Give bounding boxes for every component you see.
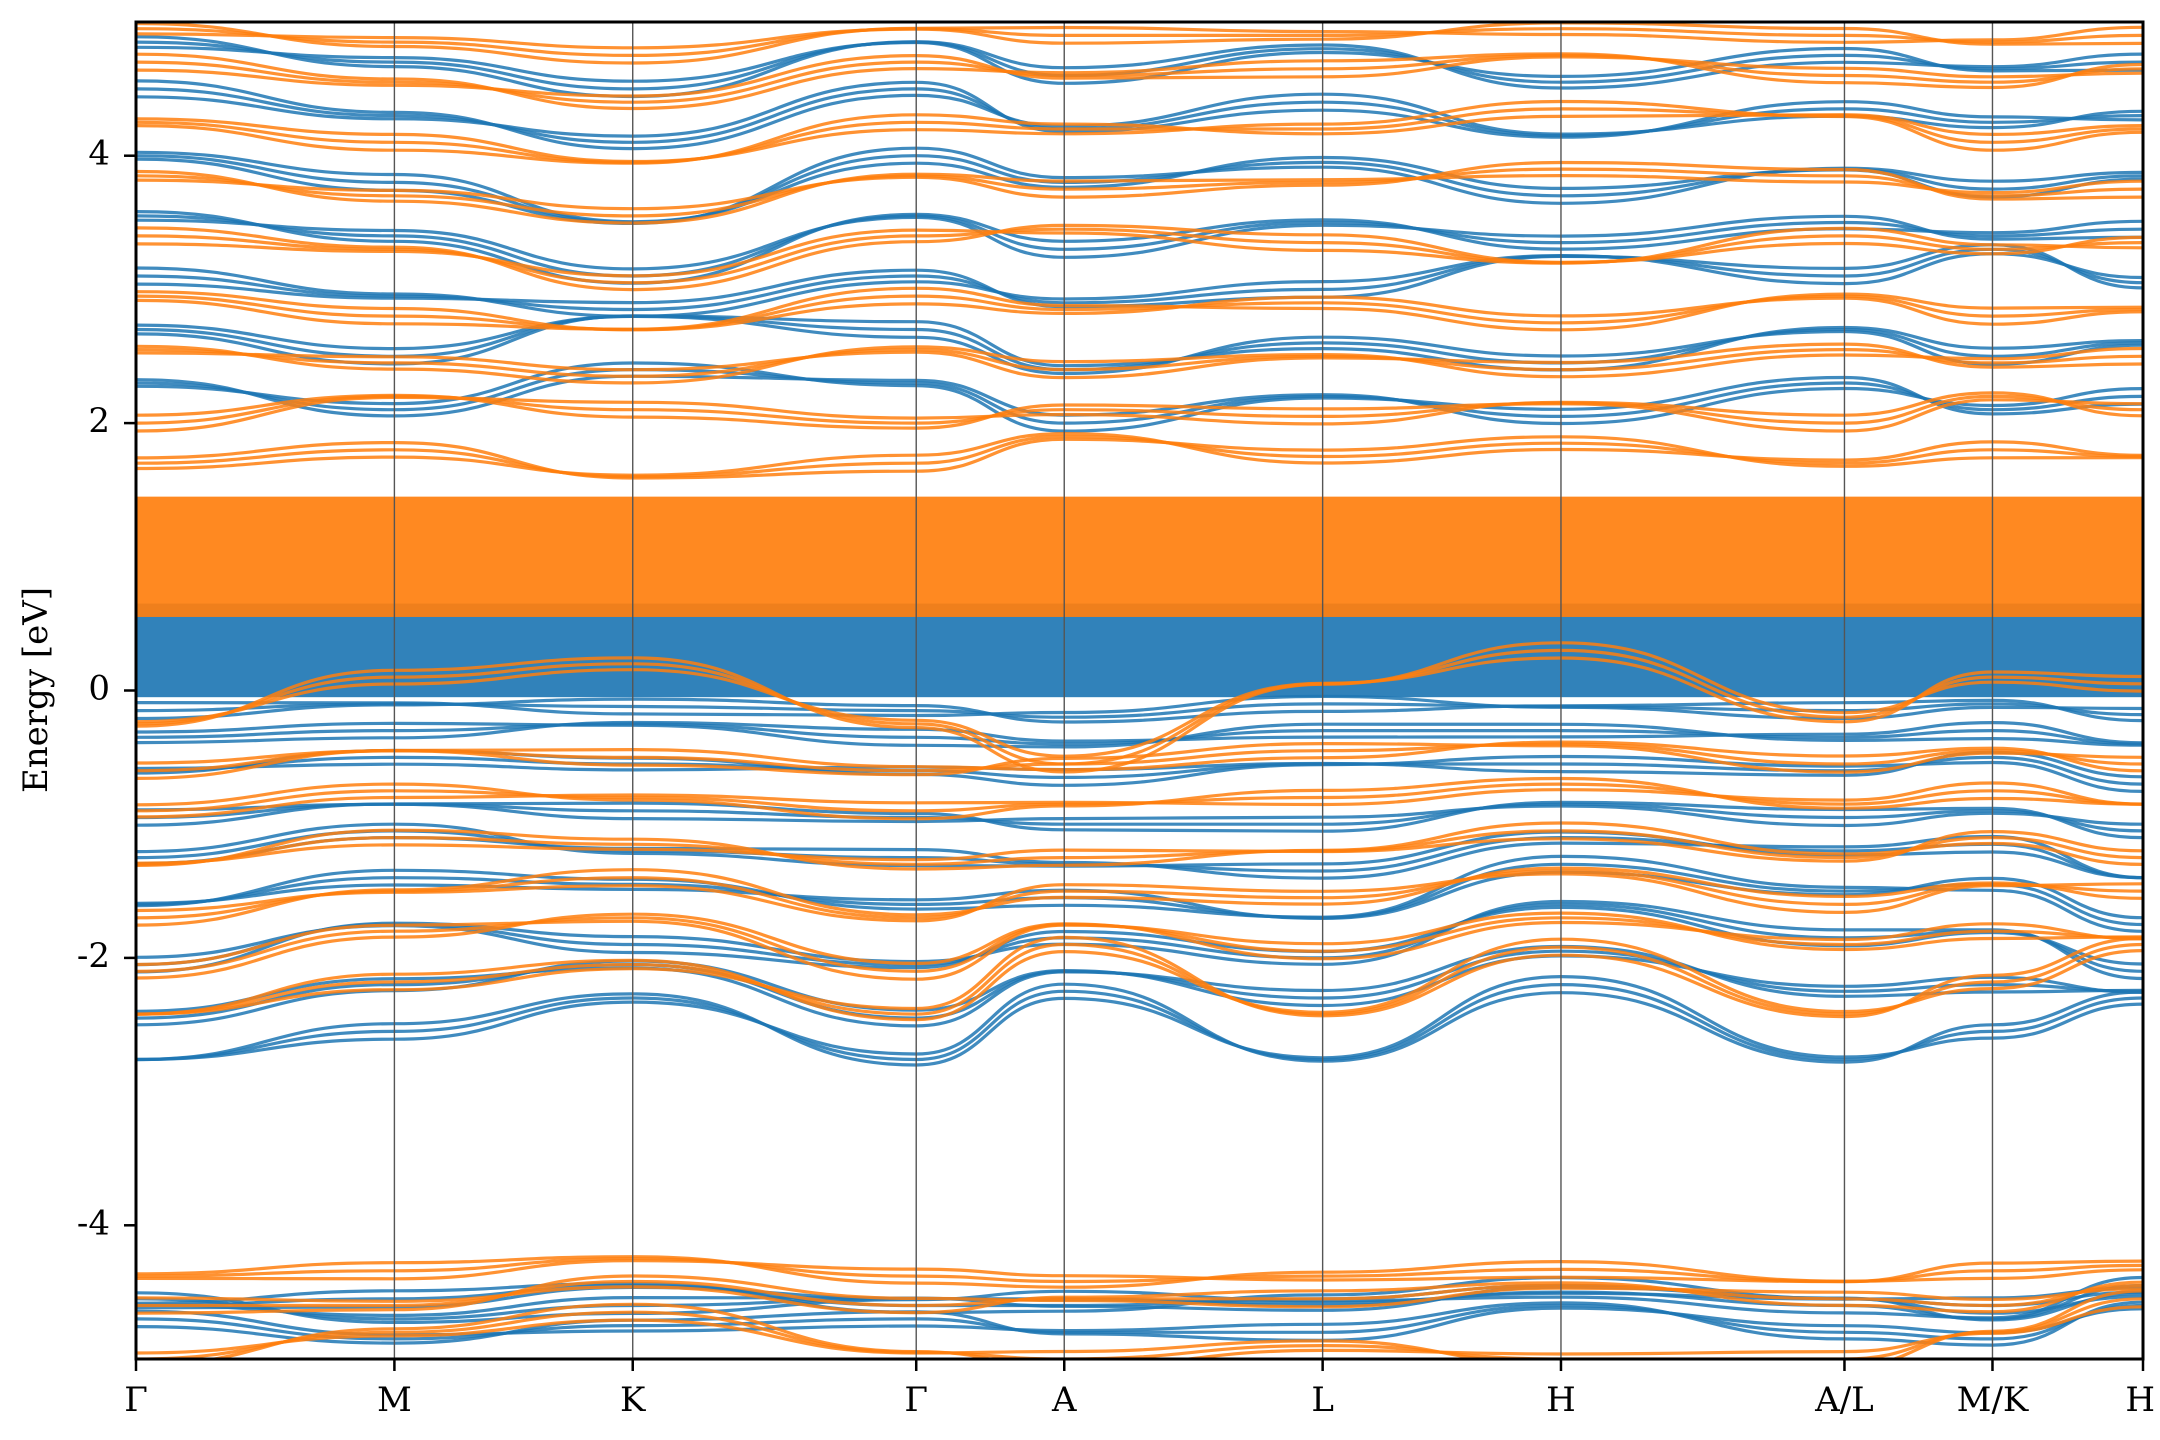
dense-band-1	[136, 496, 2143, 617]
x-tick-label-2: K	[620, 1380, 646, 1420]
y-tick-label-2: 0	[88, 669, 110, 709]
band-line-s0-b8-2	[136, 697, 2143, 724]
band-line-s0-b5-2	[136, 802, 2143, 828]
band-line-s1-b2-1	[136, 872, 2143, 923]
band-line-s1-b4-2	[136, 776, 2143, 821]
band-line-s1-b6-1	[136, 641, 2143, 774]
band-line-s1-b8-0	[136, 394, 2143, 425]
band-line-s0-b3-2	[136, 854, 2143, 933]
band-line-s1-b9-1	[136, 344, 2143, 385]
band-line-s0-b9-0	[136, 367, 2143, 425]
band-line-s1-b5-2	[136, 741, 2143, 777]
band-line-s1-b2-2	[136, 866, 2143, 927]
band-line-s1-b17-1	[136, 1274, 2143, 1315]
band-line-s1-b15-0	[136, 27, 2143, 58]
y-tick-label-0: -4	[77, 1203, 110, 1243]
band-line-s0-b18-1	[136, 1285, 2143, 1322]
band-line-s1-b6-2	[136, 656, 2143, 758]
band-line-s0-b1-2	[136, 954, 2143, 1027]
band-line-s1-b10-2	[136, 290, 2143, 332]
dense-band-fill-layer	[136, 496, 2143, 698]
x-tick-label-0: Γ	[124, 1380, 148, 1420]
band-line-s1-b8-2	[136, 391, 2143, 433]
band-line-s0-b7-2	[136, 720, 2143, 745]
band-line-s0-b12-1	[136, 214, 2143, 271]
band-line-s0-b5-0	[136, 802, 2143, 833]
band-line-s1-b11-2	[136, 223, 2143, 292]
y-tick-label-4: 4	[88, 134, 110, 174]
band-line-s1-b5-0	[136, 742, 2143, 773]
band-line-s1-b1-1	[136, 911, 2143, 981]
band-line-s0-b6-2	[136, 750, 2143, 779]
high-symmetry-lines	[393, 22, 1994, 1359]
x-tick-label-7: A/L	[1814, 1380, 1874, 1420]
band-line-s1-b12-0	[136, 167, 2143, 218]
band-line-s1-b13-2	[136, 113, 2143, 165]
band-line-s0-b12-0	[136, 214, 2143, 278]
band-line-s1-b15-1	[136, 22, 2143, 65]
band-line-s0-b11-1	[136, 243, 2143, 309]
x-tick-label-1: M	[377, 1380, 412, 1420]
band-line-s1-b14-2	[136, 53, 2143, 98]
band-line-s0-b17-2	[136, 1300, 2143, 1347]
x-tick-label-4: A	[1051, 1380, 1077, 1420]
band-line-s1-b1-2	[136, 912, 2143, 980]
band-line-s0-b9-1	[136, 374, 2143, 426]
y-axis: -4 -2 0 2 4	[77, 134, 136, 1243]
band-line-s1-b11-1	[136, 226, 2143, 278]
y-axis-title: Energy [eV]	[16, 587, 56, 793]
band-line-s1-b3-2	[136, 821, 2143, 871]
band-line-s0-b0-1	[136, 974, 2143, 1067]
band-line-s0-b11-2	[136, 252, 2143, 318]
y-tick-label-1: -2	[77, 936, 110, 976]
x-tick-label-5: L	[1311, 1380, 1334, 1420]
band-line-s1-b9-2	[136, 342, 2143, 380]
band-line-s1-b12-2	[136, 169, 2143, 225]
x-tick-label-6: H	[1546, 1380, 1576, 1420]
x-tick-label-8: M/K	[1957, 1380, 2029, 1420]
band-line-s1-b0-1	[136, 937, 2143, 1022]
band-line-s0-b15-1	[136, 35, 2143, 99]
band-line-s0-b0-2	[136, 982, 2143, 1064]
band-line-s1-b17-2	[136, 1280, 2143, 1315]
band-line-s1-b0-2	[136, 935, 2143, 1019]
band-line-s1-b5-1	[136, 740, 2143, 780]
x-axis: Γ M K Γ A L H A/L M/K H	[124, 1359, 2155, 1420]
band-line-s0-b9-2	[136, 361, 2143, 433]
band-line-s1-b4-1	[136, 781, 2143, 819]
band-line-s1-b2-0	[136, 869, 2143, 920]
band-line-s1-b0-0	[136, 942, 2143, 1016]
band-line-s1-b12-1	[136, 160, 2143, 211]
band-line-s1-b18-1	[204, 1302, 2143, 1359]
x-tick-label-3: Γ	[904, 1380, 928, 1420]
band-line-s1-b9-0	[136, 347, 2143, 378]
band-line-s0-b5-1	[136, 800, 2143, 840]
y-tick-label-3: 2	[88, 401, 110, 441]
band-line-s1-b3-0	[136, 829, 2143, 866]
band-line-s0-b11-0	[136, 247, 2143, 312]
band-lines-layer	[136, 22, 2143, 1359]
band-line-s1-b13-1	[136, 99, 2143, 164]
band-line-s1-b8-1	[136, 393, 2143, 433]
band-line-s1-b6-0	[136, 648, 2143, 766]
band-line-s1-b15-2	[136, 22, 2143, 50]
x-tick-label-9: H	[2125, 1380, 2155, 1420]
band-line-s1-b7-2	[136, 431, 2143, 477]
band-line-s1-b3-1	[136, 829, 2143, 865]
band-line-s1-b18-0	[136, 1297, 2143, 1359]
band-line-s1-b16-2	[136, 1255, 2143, 1289]
